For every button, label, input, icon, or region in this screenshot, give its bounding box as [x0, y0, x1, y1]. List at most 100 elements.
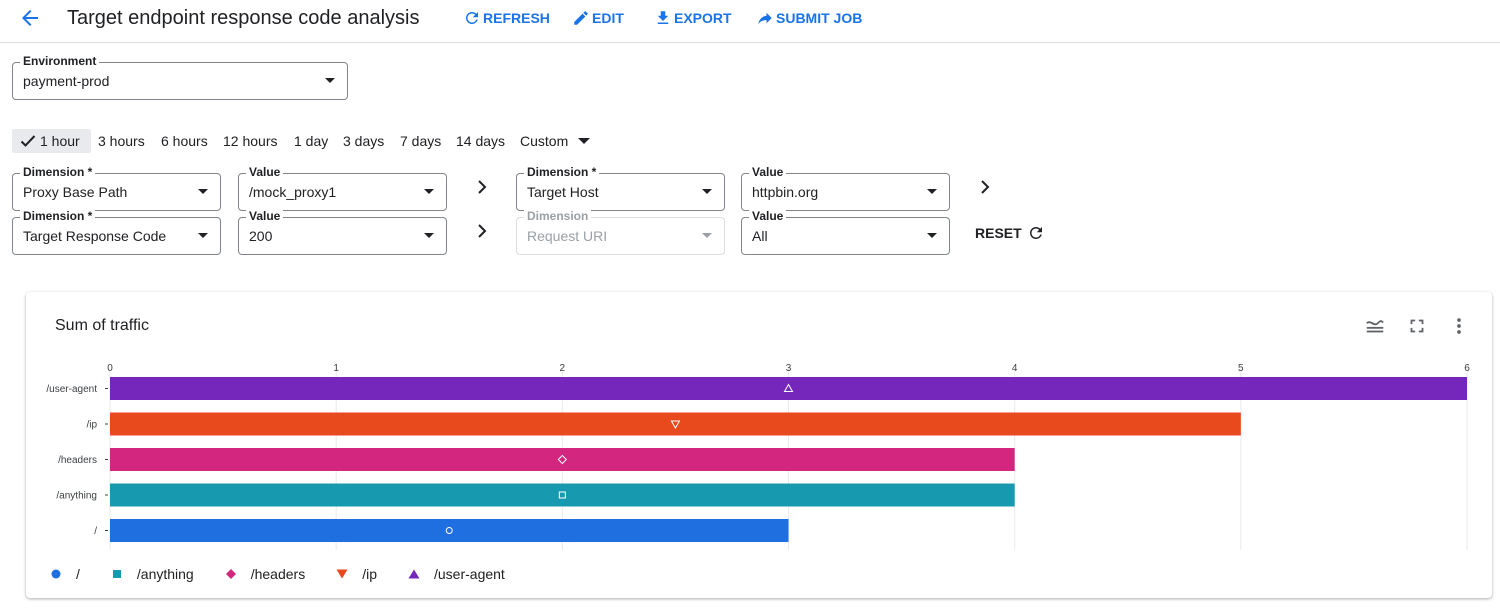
triangle-down-marker-icon [336, 569, 348, 579]
dimension-value: Target Host [527, 184, 599, 200]
edit-button[interactable]: EDIT [572, 8, 624, 28]
legend-label: /anything [136, 566, 194, 582]
legend-toggle-icon[interactable] [1364, 315, 1386, 337]
dropdown-caret-icon [424, 233, 434, 238]
legend-item[interactable]: /anything [111, 566, 194, 582]
refresh-button[interactable]: REFRESH [463, 8, 550, 28]
time-option-1-hour[interactable]: 1 hour [12, 129, 91, 153]
dropdown-caret-icon [702, 189, 712, 194]
bar-marker [557, 454, 568, 465]
triangle-up-marker-icon [408, 569, 420, 579]
diamond-marker-icon [225, 569, 236, 579]
submit-job-button[interactable]: SUBMIT JOB [756, 8, 862, 28]
refresh-icon [466, 11, 478, 24]
dropdown-caret-icon [927, 233, 937, 238]
legend-item[interactable]: / [50, 566, 80, 582]
dimension-label: Dimension * [524, 165, 600, 179]
bar [110, 519, 789, 542]
legend-item[interactable]: /ip [336, 566, 377, 582]
submit-job-label: SUBMIT JOB [776, 10, 863, 26]
fullscreen-icon[interactable] [1406, 315, 1428, 337]
legend-label: /ip [362, 566, 377, 582]
export-button[interactable]: EXPORT [654, 8, 732, 28]
reset-button[interactable]: RESET [975, 223, 1045, 243]
value-select-3[interactable]: Value 200 [238, 209, 447, 255]
dropdown-caret-icon [198, 233, 208, 238]
value-label: Value [246, 165, 284, 179]
time-option-6-hours[interactable]: 6 hours [161, 133, 208, 149]
chevron-right-icon[interactable] [474, 179, 490, 195]
bar-marker [783, 383, 794, 392]
pencil-icon [574, 11, 588, 25]
dimension-label: Dimension * [20, 165, 96, 179]
time-option-12-hours[interactable]: 12 hours [223, 133, 278, 149]
dimension-select-4: Dimension Request URI [516, 209, 725, 255]
bar [110, 377, 1467, 400]
chevron-right-icon[interactable] [977, 179, 993, 195]
dropdown-caret-icon [702, 233, 712, 238]
value-value: All [752, 228, 768, 244]
time-option-3-days[interactable]: 3 days [343, 133, 385, 149]
more-vert-icon[interactable] [1448, 315, 1470, 337]
value-select-2[interactable]: Value httpbin.org [741, 165, 950, 211]
x-tick-label: 6 [1464, 363, 1470, 374]
dropdown-caret-icon [325, 78, 335, 83]
time-option-custom[interactable]: Custom [514, 129, 596, 153]
time-option-3-hours[interactable]: 3 hours [98, 133, 145, 149]
y-tick-label: /headers [58, 455, 97, 466]
page-title: Target endpoint response code analysis [67, 7, 420, 29]
bar-marker [558, 491, 566, 499]
environment-select[interactable]: Environment payment-prod [12, 54, 348, 100]
circle-marker-icon [51, 569, 61, 579]
x-tick-label: 3 [786, 363, 792, 374]
value-value: 200 [249, 228, 273, 244]
legend-item[interactable]: /user-agent [408, 566, 505, 582]
dropdown-caret-icon [927, 189, 937, 194]
dropdown-caret-icon [198, 189, 208, 194]
time-option-14-days[interactable]: 14 days [456, 133, 506, 149]
top-app-bar: Target endpoint response code analysis R… [0, 0, 1500, 43]
dropdown-caret-icon [578, 138, 591, 144]
dimension-select-2[interactable]: Dimension * Target Host [516, 165, 725, 211]
bar-marker [670, 420, 681, 430]
time-option-label: 1 hour [40, 133, 80, 149]
value-select-1[interactable]: Value /mock_proxy1 [238, 165, 447, 211]
y-tick-label: / [94, 526, 97, 537]
chevron-right-icon[interactable] [474, 223, 490, 239]
dimension-value: Target Response Code [23, 228, 167, 244]
legend-label: / [76, 566, 80, 582]
environment-value: payment-prod [23, 73, 110, 89]
time-option-label: Custom [520, 133, 569, 149]
edit-label: EDIT [592, 10, 624, 26]
x-tick-label: 0 [107, 363, 113, 374]
value-label: Value [749, 209, 787, 223]
x-tick-label: 1 [333, 363, 339, 374]
value-label: Value [246, 209, 284, 223]
bar [110, 483, 1015, 507]
chart-legend: / /anything/headers/ip/user-agent [50, 564, 536, 584]
square-marker-icon [112, 570, 121, 578]
value-select-4[interactable]: Value All [741, 209, 950, 255]
bar-chart: 0 1 2 3 4 5 6/user-agent/ip/headers/anything / [46, 363, 1470, 550]
dimension-value: Request URI [527, 228, 608, 244]
bar-marker [445, 527, 453, 534]
bar [110, 412, 1241, 436]
x-tick-label: 4 [1012, 363, 1018, 374]
legend-item[interactable]: /headers [225, 566, 305, 582]
download-icon [657, 11, 669, 24]
bar [110, 448, 1015, 471]
y-tick-label: /ip [86, 420, 97, 431]
share-arrow-icon [758, 12, 772, 24]
y-tick-label: /anything [56, 491, 97, 502]
back-arrow-icon[interactable] [18, 6, 42, 30]
chart-title: Sum of traffic [55, 317, 149, 334]
time-option-7-days[interactable]: 7 days [400, 133, 442, 149]
time-option-1-day[interactable]: 1 day [294, 133, 329, 149]
dropdown-caret-icon [424, 189, 434, 194]
dimension-value: Proxy Base Path [23, 184, 128, 200]
value-label: Value [749, 165, 787, 179]
refresh-icon [1029, 227, 1042, 239]
dimension-select-3[interactable]: Dimension * Target Response Code [12, 209, 221, 255]
dimension-select-1[interactable]: Dimension * Proxy Base Path [12, 165, 221, 211]
dimension-label: Dimension [524, 209, 592, 223]
